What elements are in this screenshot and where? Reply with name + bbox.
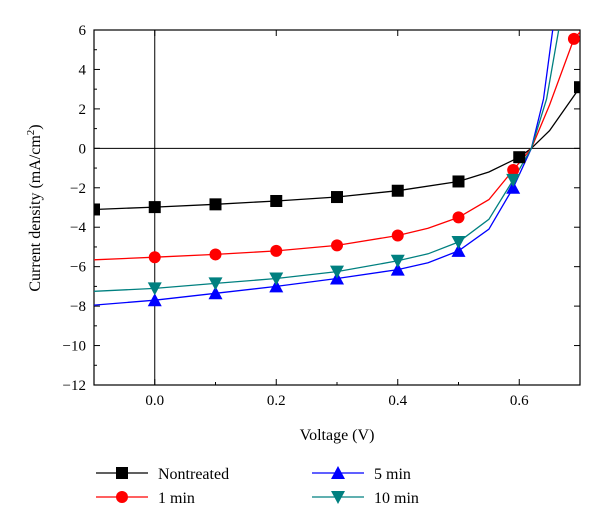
y-axis-label-superscript: 2	[25, 130, 37, 136]
y-tick-label: −12	[63, 378, 86, 394]
y-axis-label-main: Current density (mA/cm	[27, 135, 44, 292]
axis-ticks	[93, 29, 581, 386]
series-point-1	[209, 248, 222, 261]
y-tick-label: −4	[70, 220, 86, 236]
legend-marker-3	[331, 491, 345, 504]
series-point-0	[513, 151, 526, 164]
series-line-0	[94, 86, 580, 211]
series-point-3	[506, 173, 521, 187]
series-point-1	[331, 239, 343, 252]
legend-marker-0	[116, 467, 128, 479]
series-line-1	[94, 31, 580, 261]
x-tick-label: 0.2	[267, 393, 286, 409]
series-point-0	[452, 175, 465, 188]
series-point-1	[391, 229, 404, 242]
y-axis-label: Current density (mA/cm2)	[25, 124, 44, 291]
legend-label-1: 1 min	[158, 490, 195, 507]
y-tick-label: 0	[79, 141, 87, 157]
series-point-2	[390, 262, 405, 276]
x-tick-label: 0.4	[388, 393, 407, 409]
series-point-0	[270, 194, 283, 207]
series-point-3	[147, 282, 162, 296]
series-point-2	[451, 243, 466, 257]
series-point-1	[148, 251, 161, 264]
series-point-3	[451, 236, 466, 250]
series-point-0	[331, 191, 343, 204]
y-tick-label: −10	[63, 339, 86, 355]
series-point-0	[94, 203, 100, 216]
series-point-3	[269, 272, 284, 286]
x-axis-label: Voltage (V)	[300, 427, 375, 444]
series-point-2	[506, 180, 521, 194]
series-point-0	[209, 198, 222, 211]
legend-marker-1	[116, 491, 128, 503]
series-point-2	[147, 293, 162, 307]
y-tick-label: −8	[70, 299, 86, 315]
series-point-1	[567, 32, 580, 45]
y-axis-label-tail: )	[27, 124, 44, 129]
x-tick-label: 0.6	[510, 393, 529, 409]
y-tick-label: 6	[79, 23, 87, 39]
series-markers	[94, 32, 580, 307]
plot-frame	[93, 29, 581, 386]
y-tick-label: 2	[79, 102, 87, 118]
zero-lines	[94, 30, 580, 385]
series-point-1	[270, 244, 283, 257]
legend: Nontreated 1 min 5 min 10 min	[96, 466, 419, 507]
legend-label-3: 10 min	[374, 490, 419, 507]
series-point-0	[148, 201, 161, 214]
series-point-3	[208, 277, 223, 291]
series-point-3	[330, 265, 344, 279]
legend-label-2: 5 min	[374, 466, 411, 483]
series-point-3	[390, 254, 405, 268]
y-tick-label: 4	[79, 62, 87, 78]
x-tick-label: 0.0	[145, 393, 164, 409]
legend-label-0: Nontreated	[158, 466, 229, 483]
series-point-1	[507, 164, 520, 177]
series-curves	[94, 30, 580, 306]
y-tick-label: −6	[70, 260, 86, 276]
series-line-2	[94, 30, 554, 306]
series-point-0	[391, 184, 404, 197]
series-point-1	[452, 211, 465, 224]
legend-marker-2	[331, 466, 345, 479]
y-tick-label: −2	[70, 181, 86, 197]
axis-tick-labels: 6 4 2 0 −2 −4 −6 −8 −10 −12 0.0 0.2 0.4 0.6	[63, 23, 530, 409]
series-point-2	[208, 286, 223, 300]
series-point-0	[574, 81, 580, 94]
series-line-3	[94, 30, 560, 292]
series-point-2	[269, 279, 284, 293]
